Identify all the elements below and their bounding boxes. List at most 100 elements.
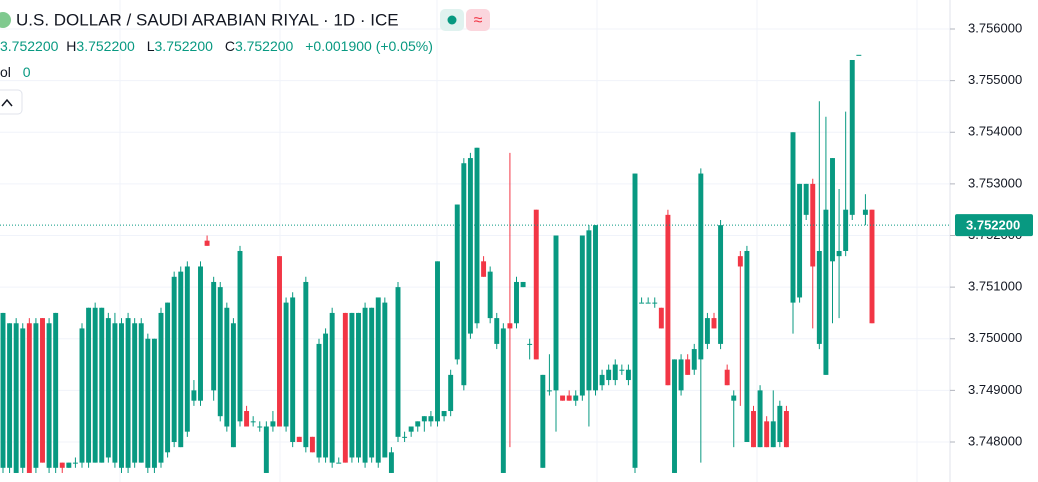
candle-body <box>724 369 730 386</box>
y-tick-label: 3.754000 <box>968 124 1022 139</box>
candle-body <box>244 411 250 427</box>
candle-body <box>599 374 605 386</box>
candle-body <box>66 462 72 468</box>
candle-body <box>250 421 256 423</box>
candle-body <box>204 240 210 246</box>
candle-body <box>685 359 691 375</box>
candle-body <box>579 235 585 396</box>
candle-body <box>849 59 855 215</box>
candle-body <box>158 312 164 463</box>
candle-body <box>270 421 276 427</box>
candle-body <box>303 281 309 448</box>
candle-body <box>494 318 500 344</box>
candle-body <box>33 323 39 468</box>
candle-body <box>869 209 875 324</box>
candle-body <box>13 323 19 473</box>
candle-body <box>658 307 664 329</box>
candle-body <box>672 359 677 473</box>
collapse-button[interactable] <box>0 89 23 115</box>
candles <box>0 54 875 473</box>
candle-body <box>810 183 816 267</box>
candle-body <box>421 416 427 422</box>
candle-body <box>744 250 750 442</box>
candle-body <box>309 436 315 453</box>
candle-body <box>145 338 151 468</box>
collapse-icon <box>1 98 13 107</box>
candle-body <box>533 209 539 360</box>
legend-close-label: C <box>225 38 235 54</box>
legend-high: 3.752200 <box>76 38 135 54</box>
candle-body <box>211 281 217 391</box>
candle-body <box>112 323 118 463</box>
candle-body <box>731 395 737 401</box>
legend-open: 3.752200 <box>0 38 59 54</box>
candle-body <box>191 390 197 401</box>
candle-body <box>816 250 822 344</box>
candle-body <box>20 328 26 468</box>
candle-body <box>487 271 493 319</box>
candle-body <box>132 323 138 463</box>
candle-body <box>402 436 408 438</box>
y-tick-label: 3.755000 <box>968 72 1022 87</box>
candle-body <box>757 390 763 448</box>
candle-body <box>751 411 756 448</box>
candle-body <box>46 323 52 468</box>
candle-body <box>632 173 638 468</box>
candle-body <box>105 318 111 458</box>
candle-body <box>823 209 829 375</box>
y-tick-label: 3.751000 <box>968 279 1022 294</box>
candle-body <box>316 343 322 458</box>
candle-body <box>553 235 559 391</box>
candle-body <box>415 421 421 427</box>
candle-body <box>836 250 842 257</box>
legend-low-label: L <box>147 38 155 54</box>
candle-body <box>198 266 203 401</box>
candle-body <box>612 364 618 381</box>
candle-body <box>586 230 592 391</box>
candle-body <box>79 328 85 463</box>
candle-body <box>53 312 59 468</box>
candle-body <box>737 256 743 267</box>
candle-body <box>830 158 835 262</box>
candle-body <box>428 416 434 422</box>
candle-body <box>619 369 625 371</box>
ohlc-legend: 3.752200 H3.752200 L3.752200 C3.752200 +… <box>0 38 433 115</box>
price-axis: 3.7560003.7550003.7540003.7530003.752000… <box>950 20 1033 448</box>
candle-body <box>803 183 809 215</box>
candle-body <box>92 307 98 463</box>
candle-body <box>184 266 190 432</box>
candle-body <box>375 297 381 463</box>
candle-body <box>797 183 803 298</box>
candle-body <box>678 359 684 391</box>
candle-body <box>435 261 440 422</box>
candle-body <box>652 302 658 304</box>
candle-body <box>283 302 289 427</box>
candle-body <box>546 390 552 392</box>
delayed-badge[interactable] <box>466 9 490 31</box>
candle-body <box>125 318 131 468</box>
candle-body <box>296 436 302 442</box>
candle-body <box>441 411 447 417</box>
candle-body <box>7 323 13 468</box>
candle-body <box>257 426 263 428</box>
candle-body <box>770 421 776 448</box>
candle-body <box>777 405 783 442</box>
candle-body <box>369 307 375 458</box>
delayed-icon: ≈ <box>474 12 483 29</box>
candle-body <box>527 343 533 345</box>
candle-body <box>461 163 467 386</box>
candle-body <box>862 209 868 215</box>
candle-body <box>178 271 184 448</box>
candle-body <box>514 281 519 324</box>
candle-body <box>277 256 282 427</box>
y-tick-label: 3.753000 <box>968 175 1022 190</box>
candle-body <box>481 261 487 277</box>
candle-body <box>342 312 348 463</box>
last-price-label: 3.752200 <box>966 218 1020 233</box>
candle-body <box>388 452 394 473</box>
candle-body <box>566 395 572 401</box>
candle-body <box>72 462 78 464</box>
legend-high-label: H <box>66 38 76 54</box>
candle-body <box>99 307 105 463</box>
candle-body <box>171 276 177 442</box>
